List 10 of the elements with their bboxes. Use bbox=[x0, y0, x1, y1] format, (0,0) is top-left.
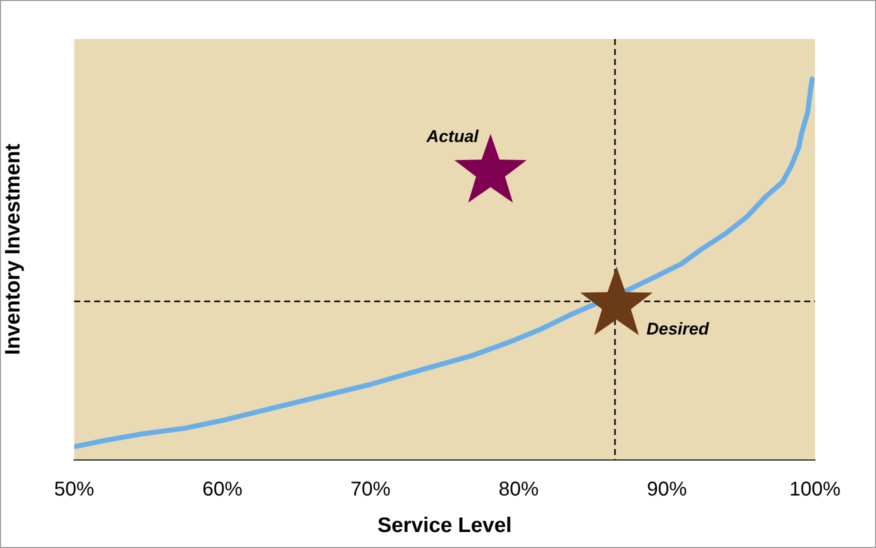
annotation: Desired bbox=[646, 319, 710, 338]
x-tick-label: 100% bbox=[789, 478, 841, 500]
x-axis-title: Service Level bbox=[377, 514, 512, 538]
x-tick-label: 60% bbox=[202, 478, 243, 500]
annotation: Actual bbox=[426, 126, 480, 146]
y-axis-title: Inventory Investment bbox=[1, 144, 24, 356]
x-tick-label: 90% bbox=[646, 478, 688, 500]
x-tick-label: 50% bbox=[54, 478, 94, 500]
x-tick-label: 80% bbox=[498, 478, 539, 500]
x-tick-label: 70% bbox=[350, 478, 391, 500]
